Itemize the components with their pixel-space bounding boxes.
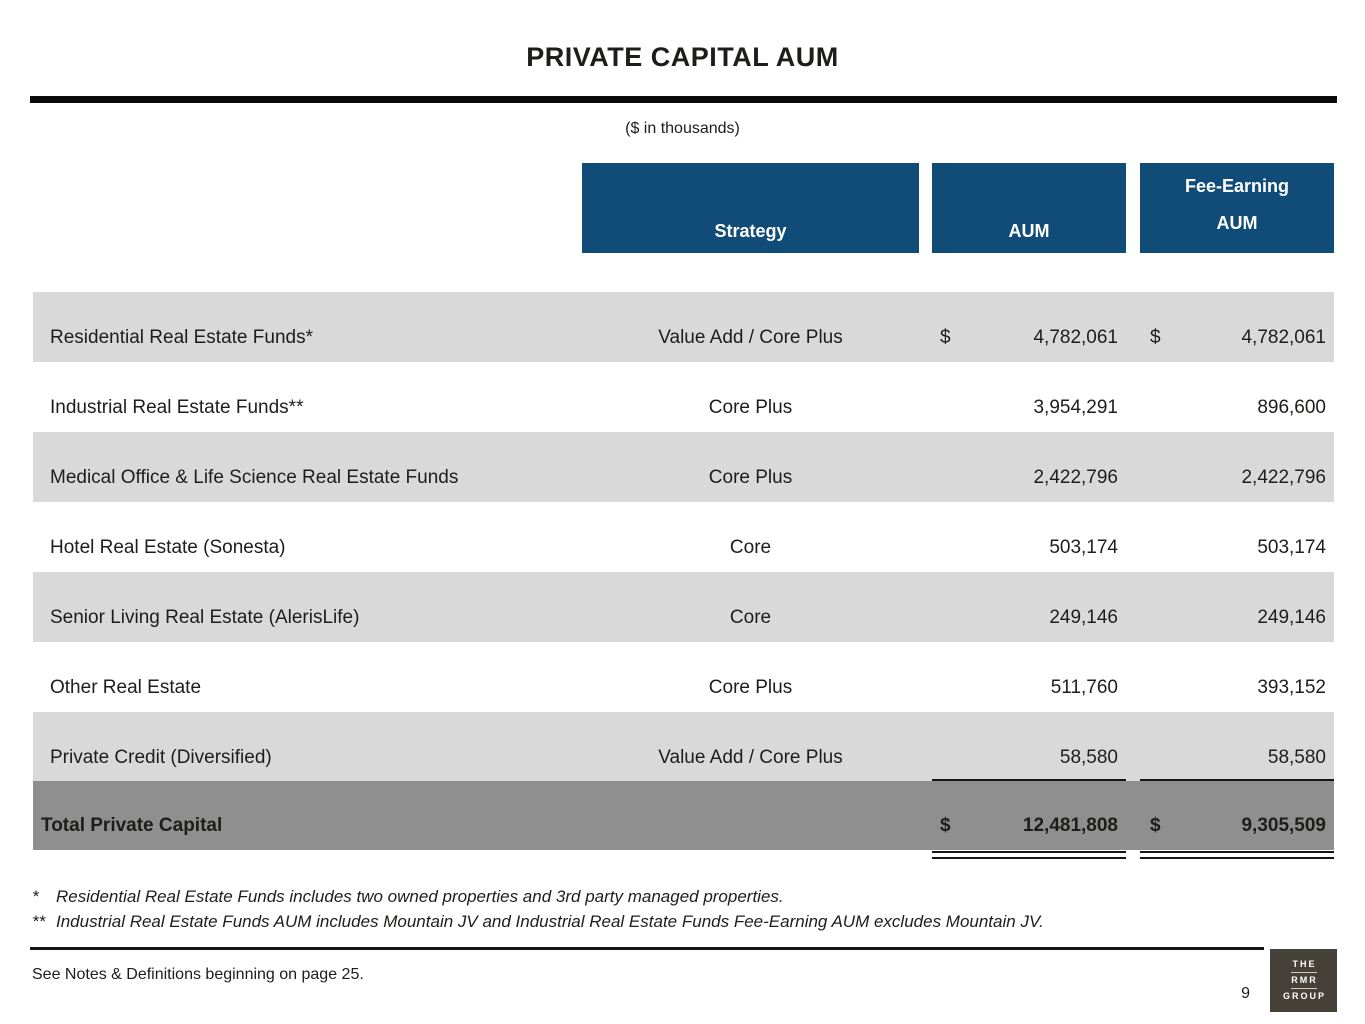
aum-value: 3,954,291 xyxy=(1033,397,1118,419)
fee-aum-value: 4,782,061 xyxy=(1241,327,1326,349)
logo-line-the: THE xyxy=(1292,959,1317,969)
aum-value: 249,146 xyxy=(1049,607,1118,629)
fund-name: Medical Office & Life Science Real Estat… xyxy=(50,467,459,489)
column-header-fee-line1: Fee-Earning xyxy=(1184,176,1290,196)
page-number: 9 xyxy=(1241,985,1250,1002)
table-rows: Residential Real Estate Funds* Value Add… xyxy=(33,292,1334,782)
footnotes: * Residential Real Estate Funds includes… xyxy=(32,884,1044,934)
table-row: Senior Living Real Estate (AlerisLife) C… xyxy=(33,572,1334,642)
strategy-value: Value Add / Core Plus xyxy=(658,327,843,349)
aum-value: 2,422,796 xyxy=(1033,467,1118,489)
logo-separator-top xyxy=(1290,972,1317,973)
fee-aum-value: 249,146 xyxy=(1257,607,1326,629)
strategy-value: Core xyxy=(729,607,772,629)
strategy-value: Value Add / Core Plus xyxy=(658,747,843,769)
see-notes-text: See Notes & Definitions beginning on pag… xyxy=(32,966,364,983)
fund-name: Hotel Real Estate (Sonesta) xyxy=(50,537,286,559)
table-row: Residential Real Estate Funds* Value Add… xyxy=(33,292,1334,362)
strategy-value: Core xyxy=(729,537,772,559)
page-title: PRIVATE CAPITAL AUM xyxy=(526,42,839,72)
total-row: Total Private Capital $ 12,481,808 $ 9,3… xyxy=(33,781,1334,850)
total-aum-value: 12,481,808 xyxy=(1022,815,1118,837)
strategy-value: Core Plus xyxy=(708,397,793,419)
total-aum-dollar-sign: $ xyxy=(940,815,951,837)
column-header-strategy: Strategy xyxy=(582,163,919,253)
total-fee-value: 9,305,509 xyxy=(1241,815,1326,837)
table-row: Industrial Real Estate Funds** Core Plus… xyxy=(33,362,1334,432)
fund-name: Private Credit (Diversified) xyxy=(50,747,272,769)
column-header-strategy-label: Strategy xyxy=(714,221,787,241)
fee-aum-value: 2,422,796 xyxy=(1241,467,1326,489)
total-aum-double-rule xyxy=(932,851,1126,859)
aum-value: 503,174 xyxy=(1049,537,1118,559)
footnote-1-marker: * xyxy=(32,887,39,906)
table-row: Medical Office & Life Science Real Estat… xyxy=(33,432,1334,502)
fee-aum-value: 393,152 xyxy=(1257,677,1326,699)
strategy-value: Core Plus xyxy=(708,677,793,699)
table-row: Private Credit (Diversified) Value Add /… xyxy=(33,712,1334,782)
footnote-2-marker: ** xyxy=(32,912,46,931)
footnote-2: ** Industrial Real Estate Funds AUM incl… xyxy=(32,909,1044,934)
title-rule xyxy=(30,96,1337,103)
table-row: Other Real Estate Core Plus 511,760 393,… xyxy=(33,642,1334,712)
rmr-group-logo: THE RMR GROUP xyxy=(1270,949,1337,1012)
column-header-fee-line2: AUM xyxy=(1216,213,1258,233)
column-header-fee-earning-aum: Fee-Earning AUM xyxy=(1140,163,1334,253)
aum-dollar-sign: $ xyxy=(940,327,951,349)
units-note: ($ in thousands) xyxy=(625,120,740,137)
fund-name: Other Real Estate xyxy=(50,677,202,699)
column-header-aum-label: AUM xyxy=(1008,221,1050,241)
fee-aum-subtotal-rule xyxy=(1140,779,1334,782)
strategy-value: Core Plus xyxy=(708,467,793,489)
footnote-2-text: Industrial Real Estate Funds AUM include… xyxy=(56,912,1044,931)
table-row: Hotel Real Estate (Sonesta) Core 503,174… xyxy=(33,502,1334,572)
footnote-1-text: Residential Real Estate Funds includes t… xyxy=(56,887,784,906)
logo-line-rmr: RMR xyxy=(1291,975,1318,985)
fee-aum-dollar-sign: $ xyxy=(1150,327,1161,349)
fund-name: Industrial Real Estate Funds** xyxy=(50,397,304,419)
aum-value: 58,580 xyxy=(1059,747,1118,769)
fund-name: Senior Living Real Estate (AlerisLife) xyxy=(50,607,360,629)
logo-line-group: GROUP xyxy=(1282,991,1326,1001)
aum-value: 511,760 xyxy=(1050,677,1118,699)
fee-aum-value: 896,600 xyxy=(1257,397,1326,419)
total-fee-double-rule xyxy=(1140,851,1334,859)
total-label: Total Private Capital xyxy=(41,815,223,837)
aum-subtotal-rule xyxy=(932,779,1126,782)
logo-separator-bottom xyxy=(1290,988,1317,989)
footer-rule xyxy=(30,947,1264,950)
fee-aum-value: 58,580 xyxy=(1267,747,1326,769)
aum-value: 4,782,061 xyxy=(1033,327,1118,349)
fee-aum-value: 503,174 xyxy=(1257,537,1326,559)
column-header-aum: AUM xyxy=(932,163,1126,253)
fund-name: Residential Real Estate Funds* xyxy=(50,327,313,349)
footnote-1: * Residential Real Estate Funds includes… xyxy=(32,884,1044,909)
total-fee-dollar-sign: $ xyxy=(1150,815,1161,837)
